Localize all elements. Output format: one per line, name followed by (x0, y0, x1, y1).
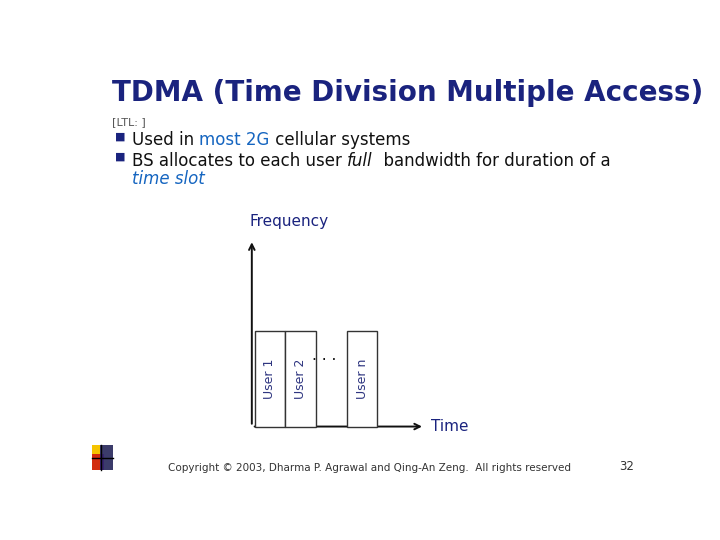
Text: 32: 32 (619, 460, 634, 473)
Text: ■: ■ (115, 152, 125, 162)
Bar (91, 446, 113, 470)
Text: full: full (347, 152, 373, 170)
Text: User 1: User 1 (264, 359, 276, 399)
Text: [LTL: ]: [LTL: ] (112, 117, 146, 127)
Text: Frequency: Frequency (249, 214, 328, 229)
Text: Time: Time (431, 419, 469, 434)
Text: most 2G: most 2G (199, 131, 269, 150)
Text: Copyright © 2003, Dharma P. Agrawal and Qing-An Zeng.  All rights reserved: Copyright © 2003, Dharma P. Agrawal and … (168, 463, 570, 473)
Bar (100, 446, 113, 470)
Text: TDMA (Time Division Multiple Access): TDMA (Time Division Multiple Access) (112, 79, 703, 107)
Text: . . .: . . . (312, 348, 336, 363)
Text: cellular systems: cellular systems (269, 131, 410, 150)
Text: User n: User n (356, 359, 369, 399)
Text: Used in: Used in (132, 131, 199, 150)
Text: ■: ■ (115, 131, 125, 141)
Bar (255, 331, 285, 427)
Text: BS allocates to each user: BS allocates to each user (132, 152, 347, 170)
Bar (285, 331, 316, 427)
Bar (91, 454, 104, 470)
Text: User 2: User 2 (294, 359, 307, 399)
Text: bandwidth for duration of a: bandwidth for duration of a (373, 152, 611, 170)
Text: time slot: time slot (132, 170, 204, 187)
Bar (347, 331, 377, 427)
